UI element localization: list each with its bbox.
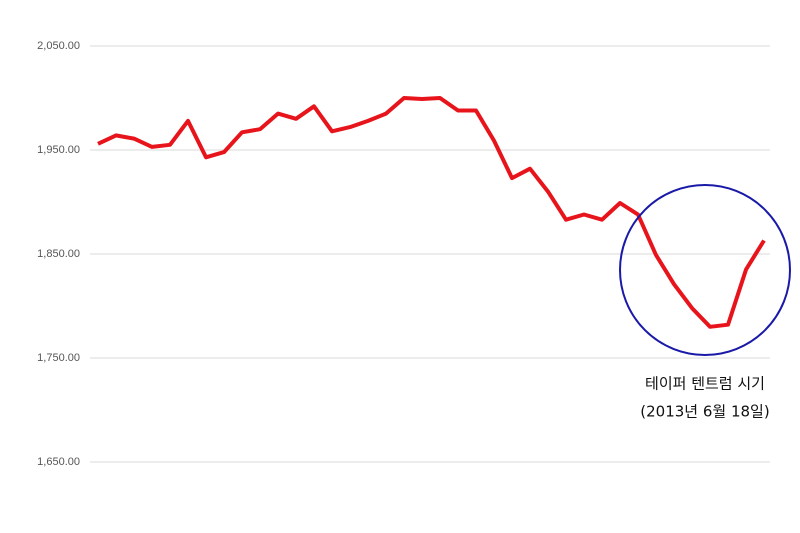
y-tick-label: 1,750.00 [37, 352, 80, 364]
y-tick-label: 2,050.00 [37, 40, 80, 52]
line-series [97, 96, 766, 329]
highlight-circle [619, 184, 791, 356]
annotation: 테이퍼 텐트럼 시기 [645, 375, 765, 393]
y-tick-label: 1,950.00 [37, 144, 80, 156]
y-tick-label: 1,850.00 [37, 248, 80, 260]
y-tick-label: 1,650.00 [37, 456, 80, 468]
annotation: (2013년 6월 18일) [640, 403, 769, 421]
